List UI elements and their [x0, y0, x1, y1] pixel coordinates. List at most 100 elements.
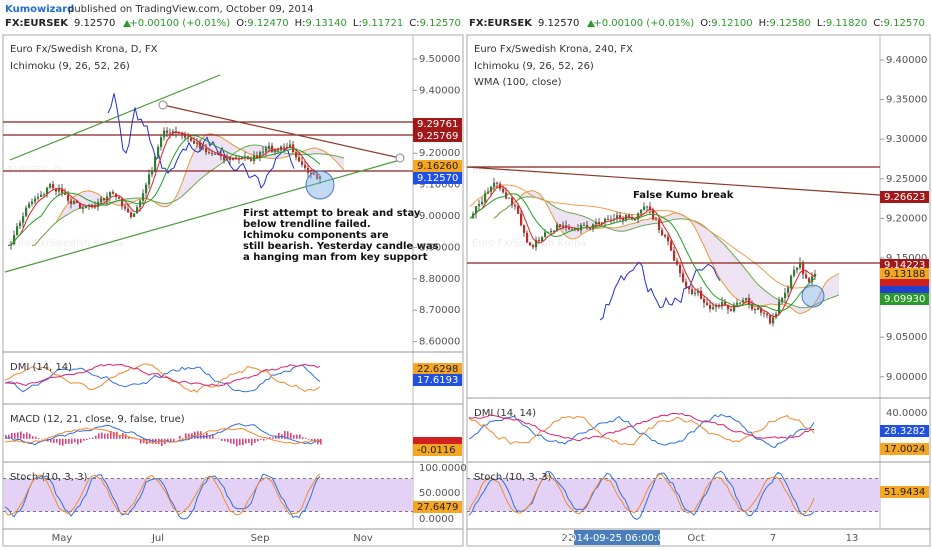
panel: [2, 34, 464, 547]
candle: [151, 170, 154, 175]
candle: [178, 132, 181, 134]
macd-hist: [53, 438, 55, 443]
candle: [538, 239, 541, 242]
candle: [601, 222, 604, 225]
candle: [217, 153, 220, 155]
price-label: 9.30000: [886, 134, 927, 145]
up-arrow: [587, 20, 595, 27]
candle: [640, 209, 643, 214]
pane-tag-label: 51.9434: [884, 487, 925, 498]
macd-hist: [14, 433, 16, 439]
candle: [550, 230, 553, 233]
candle: [709, 305, 712, 309]
candle: [268, 145, 271, 149]
stoch-k: [4, 473, 321, 520]
macd-hist: [65, 438, 67, 444]
date-label: 22: [562, 533, 575, 544]
pane-tag: [413, 501, 462, 513]
macd-hist: [257, 438, 259, 442]
candle: [622, 218, 625, 221]
price-label: 8.60000: [419, 337, 460, 348]
macd-hist: [11, 432, 13, 439]
candle: [64, 193, 67, 195]
macd-hist: [8, 434, 10, 439]
price-tag-label: 9.13188: [884, 269, 925, 280]
macd-hist: [179, 435, 181, 439]
macd-hist: [311, 438, 313, 441]
pane-tag: [880, 486, 929, 498]
candle: [676, 260, 679, 265]
macd-hist: [38, 437, 40, 439]
candle: [193, 140, 196, 144]
stoch-band: [4, 478, 413, 512]
last-price: 9.12570: [538, 18, 579, 29]
macd-hist: [32, 436, 34, 439]
date-label: Oct: [687, 533, 704, 544]
candle: [775, 313, 778, 318]
annotation: below trendline failed.: [243, 219, 371, 230]
span-a: [493, 190, 840, 315]
chart-title: Euro Fx/Swedish Krona, D, FX: [10, 44, 158, 55]
cursor-date: 2014-09-25 06:00:00: [564, 533, 670, 544]
symbol-line: FX:EURSEK 9.12570 +0.00100 (+0.01%) O:9.124…: [5, 18, 461, 29]
price-tag: [880, 191, 929, 203]
macd-hist: [140, 438, 142, 444]
price-label: 9.00000: [886, 372, 927, 383]
candle: [40, 194, 43, 198]
candle: [568, 227, 571, 230]
chikou: [599, 261, 721, 321]
macd-hist: [278, 433, 280, 439]
price-label: 8.70000: [419, 305, 460, 316]
annotation: False Kumo break: [633, 190, 734, 201]
candle: [145, 184, 148, 194]
candle: [610, 219, 613, 221]
published: published on TradingView.com, October 09…: [68, 4, 314, 15]
candle: [679, 264, 682, 274]
macd-hist: [95, 435, 97, 439]
macd-hist: [302, 437, 304, 439]
symbol: FX:EURSEK: [469, 18, 533, 29]
candle: [805, 274, 808, 279]
candle: [154, 156, 157, 171]
ohlc-value: 9.12580: [770, 18, 811, 29]
ohlc-label: O:: [236, 18, 247, 29]
price-tag: [413, 160, 462, 172]
price-label: 9.10000: [419, 180, 460, 191]
candle: [562, 225, 565, 227]
candle: [619, 215, 622, 219]
candle: [790, 275, 793, 288]
candle: [526, 232, 529, 243]
highlight: [305, 170, 335, 200]
candle: [13, 235, 16, 245]
macd-hist: [107, 433, 109, 439]
candle: [514, 204, 517, 207]
date-label: Nov: [353, 533, 373, 544]
candle: [595, 221, 598, 225]
candle: [808, 278, 811, 283]
macd-hist: [29, 433, 31, 439]
price-label: 8.90000: [419, 242, 460, 253]
dmi-minus: [468, 414, 815, 446]
candle: [133, 213, 136, 218]
candle: [157, 146, 160, 157]
trend-line: [162, 104, 401, 159]
adx: [468, 412, 814, 442]
macd-hist: [275, 435, 277, 439]
candle: [508, 197, 511, 199]
candle: [553, 230, 556, 232]
candle: [475, 206, 478, 214]
candle: [802, 262, 805, 275]
candle: [757, 307, 760, 310]
candle: [22, 216, 25, 223]
candle: [643, 206, 646, 210]
candle: [214, 153, 217, 155]
candle: [73, 200, 76, 204]
candle: [589, 228, 592, 230]
candle: [616, 215, 619, 219]
candle: [799, 262, 802, 268]
macd-hist: [260, 438, 262, 440]
macd-hist: [125, 434, 127, 439]
pane-title: MACD (12, 21, close, 9, false, true): [10, 414, 185, 425]
kijun: [469, 193, 816, 312]
macd-hist: [50, 438, 52, 443]
